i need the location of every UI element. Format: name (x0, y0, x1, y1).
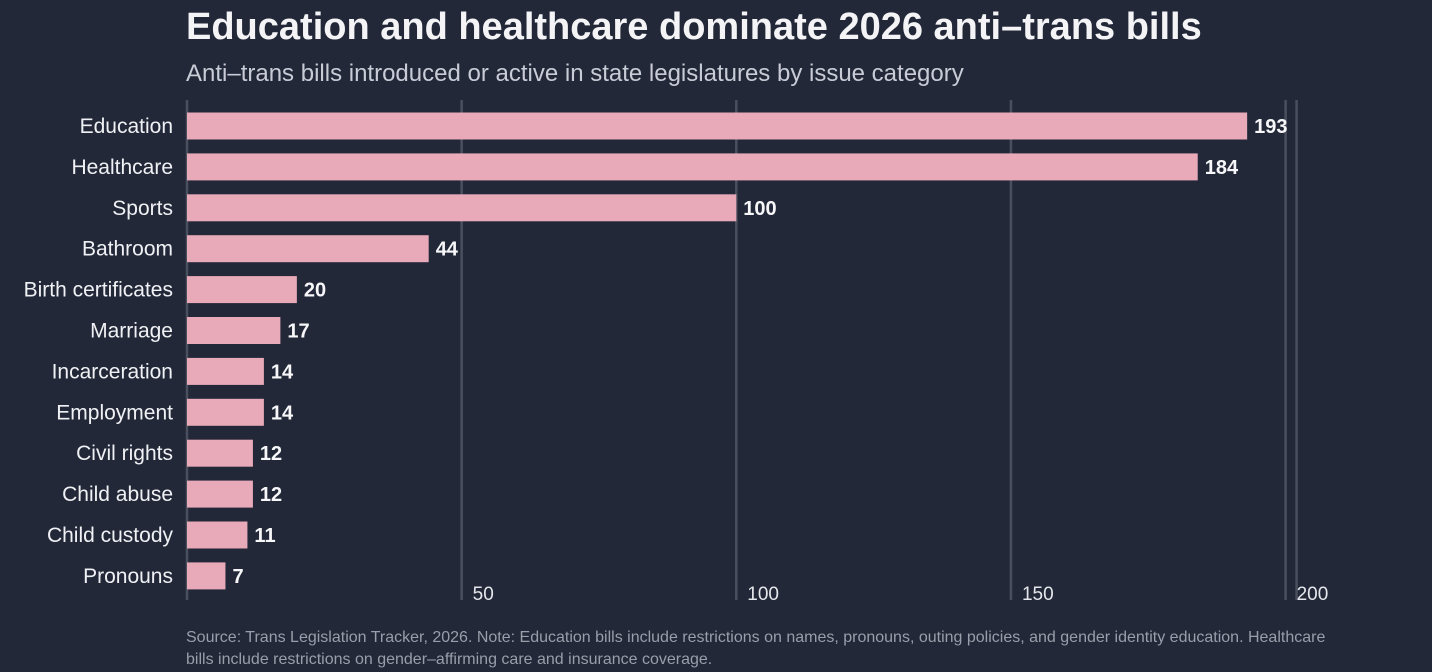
x-tick-label: 150 (1022, 584, 1054, 605)
category-label: Marriage (90, 320, 173, 343)
category-label: Child custody (47, 524, 174, 547)
x-tick-label: 100 (747, 584, 779, 605)
value-label: 20 (304, 280, 326, 302)
bar (187, 480, 253, 508)
category-label: Healthcare (71, 156, 173, 179)
value-label: 12 (260, 443, 282, 465)
category-label: Pronouns (83, 565, 173, 588)
value-label: 17 (287, 321, 309, 343)
bar (187, 439, 253, 467)
value-label: 12 (260, 484, 282, 506)
value-label: 100 (743, 198, 776, 220)
x-tick-label: 50 (473, 584, 494, 605)
value-label: 11 (254, 525, 275, 547)
category-label: Incarceration (52, 360, 173, 383)
value-label: 14 (271, 361, 294, 383)
bar (187, 153, 1198, 181)
bar (187, 276, 297, 304)
source-note: Source: Trans Legislation Tracker, 2026.… (186, 629, 1326, 668)
category-label: Bathroom (82, 238, 173, 261)
labels: 50 100 150 200 Education 193 Healthcare 184 Spor… (24, 115, 1329, 605)
bar (187, 194, 737, 222)
category-label: Civil rights (76, 442, 173, 465)
category-label: Education (80, 115, 173, 138)
bar (187, 235, 429, 263)
value-label: 44 (436, 239, 459, 261)
category-label: Employment (56, 401, 173, 424)
chart-title: Education and healthcare dominate 2026 a… (186, 6, 1202, 48)
bar (187, 562, 226, 590)
bar-chart: 50 100 150 200 Education 193 Healthcare 184 Spor… (24, 100, 1329, 605)
bar (187, 317, 281, 344)
bar (187, 112, 1248, 140)
bars (187, 112, 1248, 590)
grid-lines (185, 100, 1298, 600)
category-label: Birth certificates (24, 279, 173, 302)
bar (187, 398, 264, 426)
x-tick-label: 200 (1297, 584, 1329, 605)
bar (187, 357, 264, 385)
chart-subtitle: Anti–trans bills introduced or active in… (186, 60, 964, 87)
category-label: Child abuse (62, 483, 173, 506)
value-label: 184 (1205, 157, 1239, 179)
value-label: 14 (271, 402, 294, 424)
bar (187, 521, 248, 549)
value-label: 7 (232, 566, 243, 588)
value-label: 193 (1254, 116, 1287, 138)
category-label: Sports (112, 197, 173, 220)
